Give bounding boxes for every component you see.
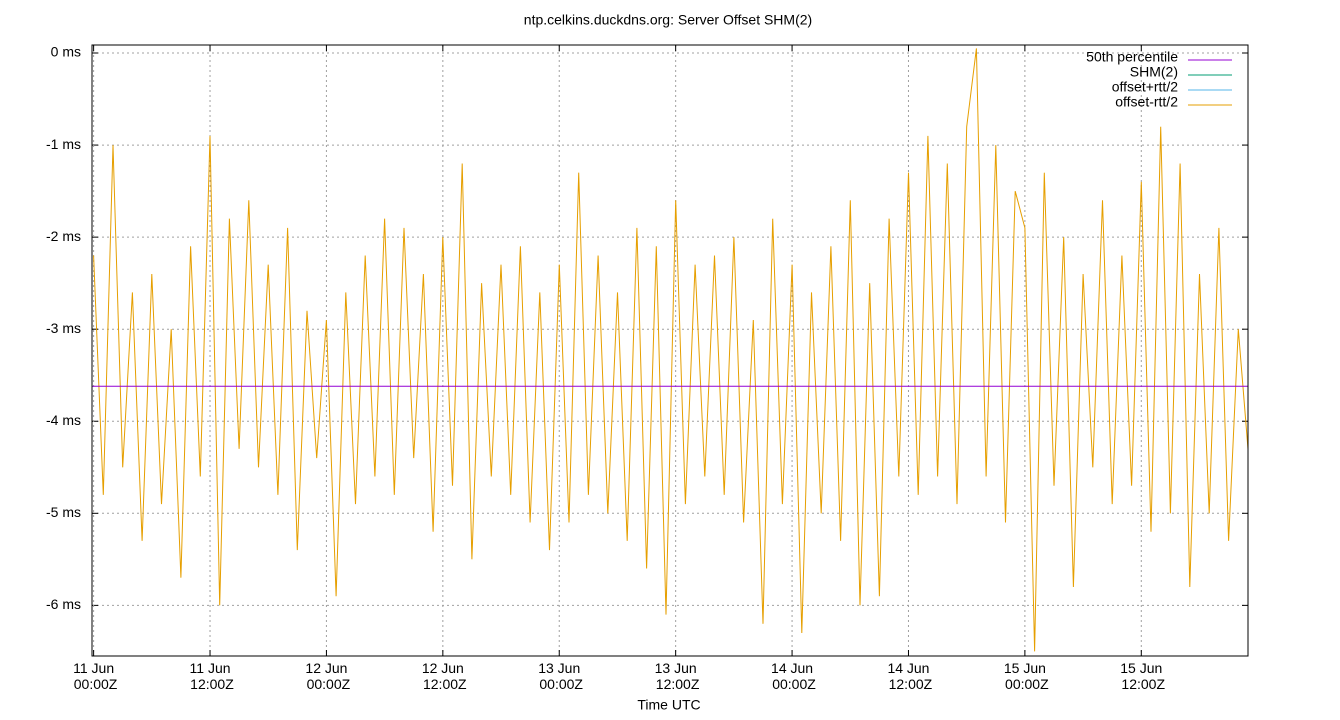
- x-tick-label-line: 15 Jun: [1004, 660, 1046, 676]
- legend-label: offset-rtt/2: [1115, 94, 1178, 110]
- x-tick-label-line: 13 Jun: [655, 660, 697, 676]
- x-tick-label-line: 14 Jun: [771, 660, 813, 676]
- y-tick-label: -3 ms: [46, 320, 81, 336]
- x-tick-label-line: 12:00Z: [885, 676, 933, 692]
- x-tick-label-line: 12:00Z: [1118, 676, 1166, 692]
- y-tick-label: -6 ms: [46, 596, 81, 612]
- chart-title: ntp.celkins.duckdns.org: Server Offset S…: [524, 12, 812, 28]
- x-tick-label-line: 13 Jun: [538, 660, 580, 676]
- x-tick-label: 15 Jun 12:00Z: [1118, 660, 1166, 692]
- x-tick-label: 15 Jun 00:00Z: [1001, 660, 1049, 692]
- legend-label: 50th percentile: [1086, 49, 1178, 65]
- x-tick-label: 14 Jun 12:00Z: [885, 660, 933, 692]
- x-tick-label-line: 14 Jun: [887, 660, 929, 676]
- x-tick-label: 13 Jun 12:00Z: [652, 660, 700, 692]
- x-tick-label-line: 11 Jun: [73, 660, 114, 676]
- x-tick-label-line: 00:00Z: [70, 676, 118, 692]
- x-tick-label: 11 Jun 00:00Z: [70, 660, 118, 692]
- plot-border: [91, 44, 1249, 657]
- x-tick-label-line: 00:00Z: [303, 676, 351, 692]
- y-tick-label: -1 ms: [46, 136, 81, 152]
- x-tick-label-line: 12 Jun: [305, 660, 347, 676]
- y-tick-label: 0 ms: [51, 44, 81, 60]
- x-tick-label-line: 12:00Z: [419, 676, 467, 692]
- x-tick-label: 14 Jun 00:00Z: [768, 660, 816, 692]
- x-tick-label-line: 15 Jun: [1120, 660, 1162, 676]
- x-tick-label-line: 00:00Z: [1001, 676, 1049, 692]
- x-tick-label-line: 11 Jun: [190, 660, 231, 676]
- x-tick-label-line: 00:00Z: [768, 676, 816, 692]
- x-tick-label-line: 12:00Z: [186, 676, 234, 692]
- x-tick-label-line: 12:00Z: [652, 676, 700, 692]
- y-tick-label: -2 ms: [46, 228, 81, 244]
- y-tick-label: -5 ms: [46, 504, 81, 520]
- y-tick-label: -4 ms: [46, 412, 81, 428]
- x-tick-label: 12 Jun 00:00Z: [303, 660, 351, 692]
- x-tick-label: 13 Jun 00:00Z: [536, 660, 584, 692]
- x-tick-label-line: 00:00Z: [536, 676, 584, 692]
- x-tick-label: 11 Jun 12:00Z: [186, 660, 234, 692]
- x-tick-label-line: 12 Jun: [422, 660, 464, 676]
- series-line: [93, 48, 1249, 652]
- legend-label: SHM(2): [1130, 64, 1178, 80]
- x-tick-label: 12 Jun 12:00Z: [419, 660, 467, 692]
- x-axis-label: Time UTC: [637, 697, 700, 713]
- legend-label: offset+rtt/2: [1112, 79, 1178, 95]
